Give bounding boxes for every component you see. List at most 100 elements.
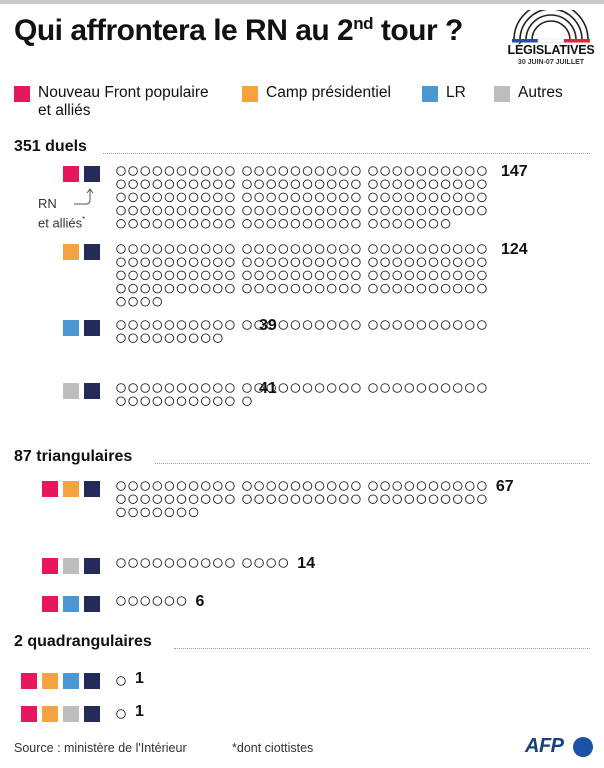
seat-dot xyxy=(465,283,475,294)
seat-dot xyxy=(116,333,126,343)
seat-dot xyxy=(278,558,289,568)
party-swatch-lr xyxy=(63,596,79,612)
seat-dot xyxy=(128,494,138,504)
seat-dot xyxy=(302,270,313,281)
seat-dot xyxy=(392,192,402,203)
seat-dot xyxy=(188,244,199,254)
seat-dot xyxy=(326,244,337,254)
row-total-label: 14 xyxy=(297,555,316,572)
seat-dot xyxy=(452,283,463,294)
seat-dot xyxy=(176,166,187,176)
seat-dot xyxy=(278,383,289,393)
seat-dot xyxy=(128,205,138,216)
seat-dot xyxy=(404,283,415,294)
seat-dot xyxy=(368,320,378,330)
seat-dot xyxy=(254,283,264,294)
seat-dot xyxy=(128,383,138,393)
seat-dot xyxy=(140,179,150,189)
seat-dot xyxy=(416,219,427,229)
seat-dot xyxy=(128,179,138,189)
seat-dot xyxy=(254,166,264,176)
seat-dot xyxy=(380,219,390,229)
party-swatch-rn xyxy=(84,481,100,497)
seat-dot xyxy=(152,320,163,330)
seat-dot xyxy=(428,494,439,504)
seat-dot xyxy=(140,333,150,343)
seat-dot xyxy=(392,179,402,189)
seat-dot xyxy=(477,494,487,504)
seat-dot xyxy=(452,192,463,203)
row-total-label: 1 xyxy=(135,670,144,687)
seat-dot xyxy=(326,481,337,491)
seat-dot xyxy=(339,192,349,203)
seat-dot xyxy=(188,558,199,568)
hemicycle-icon xyxy=(512,10,590,43)
seat-dot xyxy=(278,205,289,216)
seat-dot xyxy=(266,283,276,294)
seat-dot xyxy=(452,166,463,176)
seat-dot xyxy=(404,179,415,189)
seat-dot xyxy=(392,494,402,504)
seat-dot xyxy=(428,320,439,330)
seat-dot xyxy=(254,179,264,189)
seat-dot xyxy=(116,297,126,307)
seat-dot xyxy=(302,205,313,216)
seat-dot xyxy=(140,383,150,393)
seat-dot xyxy=(200,320,211,330)
seat-dot xyxy=(326,383,337,393)
seat-dot xyxy=(266,205,276,216)
seat-dot xyxy=(465,383,475,393)
seat-dot xyxy=(404,494,415,504)
seat-dot xyxy=(440,219,451,229)
seat-dot xyxy=(290,320,301,330)
seat-dot xyxy=(380,166,390,176)
seat-dot xyxy=(416,270,427,281)
seat-dot xyxy=(242,320,252,330)
seat-dot xyxy=(290,481,301,491)
seat-dot xyxy=(152,205,163,216)
seat-dot xyxy=(213,219,223,229)
seat-dot xyxy=(416,320,427,330)
seat-dot xyxy=(339,270,349,281)
seat-dot xyxy=(452,205,463,216)
seat-dot xyxy=(326,257,337,267)
seat-dot xyxy=(176,481,187,491)
seat-dot xyxy=(213,494,223,504)
seat-dot xyxy=(428,283,439,294)
seat-dot xyxy=(213,558,223,568)
seat-dot xyxy=(351,179,361,189)
seat-dot xyxy=(128,166,138,176)
seat-dot xyxy=(164,320,175,330)
seat-dot xyxy=(188,192,199,203)
seat-dot xyxy=(242,558,252,568)
seat-dot xyxy=(380,205,390,216)
seat-dot xyxy=(290,179,301,189)
seat-dot xyxy=(152,192,163,203)
seat-dot xyxy=(152,219,163,229)
seat-dot xyxy=(392,244,402,254)
seat-dot xyxy=(416,494,427,504)
seat-dot xyxy=(128,219,138,229)
seat-dot xyxy=(116,494,126,504)
seat-dot xyxy=(176,283,187,294)
seat-dot xyxy=(225,244,235,254)
seat-dot xyxy=(116,709,126,719)
seat-dot xyxy=(116,219,126,229)
seat-dot xyxy=(351,283,361,294)
row-total-label: 39 xyxy=(259,317,277,334)
legend-label-ens: Camp présidentiel xyxy=(266,84,391,101)
seat-dot xyxy=(302,481,313,491)
seat-dot xyxy=(368,481,378,491)
seat-dot xyxy=(326,179,337,189)
seat-dot xyxy=(266,270,276,281)
seat-dot xyxy=(392,481,402,491)
top-border xyxy=(0,0,604,4)
section-rule-1 xyxy=(155,463,590,464)
seat-dot xyxy=(140,257,150,267)
seat-dot xyxy=(176,396,187,406)
seat-dot xyxy=(326,283,337,294)
seat-dot xyxy=(164,507,175,518)
party-swatch-nfp xyxy=(42,558,58,574)
seat-dot xyxy=(164,481,175,491)
seat-dot xyxy=(254,205,264,216)
